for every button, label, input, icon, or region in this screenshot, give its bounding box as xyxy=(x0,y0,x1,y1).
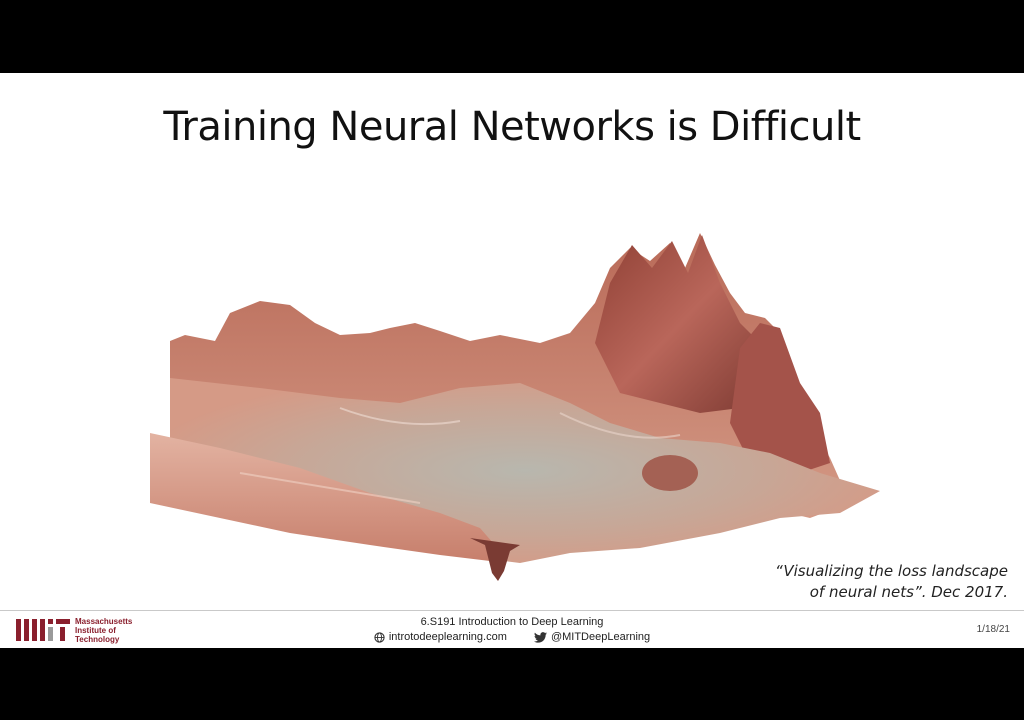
twitter-link[interactable]: @MITDeepLearning xyxy=(533,631,651,643)
website-text: introtodeeplearning.com xyxy=(388,631,507,643)
mit-logo xyxy=(16,619,70,641)
institution-line-2: Institute of xyxy=(75,626,116,635)
citation: “Visualizing the loss landscape of neura… xyxy=(775,561,1008,603)
institution-line-3: Technology xyxy=(75,635,120,644)
slide-title: Training Neural Networks is Difficult xyxy=(163,104,861,150)
slide-footer: Massachusetts Institute of Technology 6.… xyxy=(0,610,1024,648)
slide-date: 1/18/21 xyxy=(976,624,1010,635)
course-name: 6.S191 Introduction to Deep Learning xyxy=(420,616,604,628)
twitter-handle: @MITDeepLearning xyxy=(550,631,651,643)
twitter-bird-icon xyxy=(533,631,547,643)
website-link[interactable]: introtodeeplearning.com xyxy=(374,631,507,643)
institution-line-1: Massachusetts xyxy=(75,617,133,626)
loss-landscape-image xyxy=(150,233,880,581)
citation-line-2: of neural nets”. Dec 2017. xyxy=(809,583,1008,601)
citation-line-1: “Visualizing the loss landscape xyxy=(775,562,1008,580)
presentation-slide: Training Neural Networks is Difficult xyxy=(0,73,1024,648)
institution-name: Massachusetts Institute of Technology xyxy=(75,617,132,644)
footer-links: introtodeeplearning.com @MITDeepLearning xyxy=(0,631,1024,646)
globe-icon xyxy=(374,631,385,643)
